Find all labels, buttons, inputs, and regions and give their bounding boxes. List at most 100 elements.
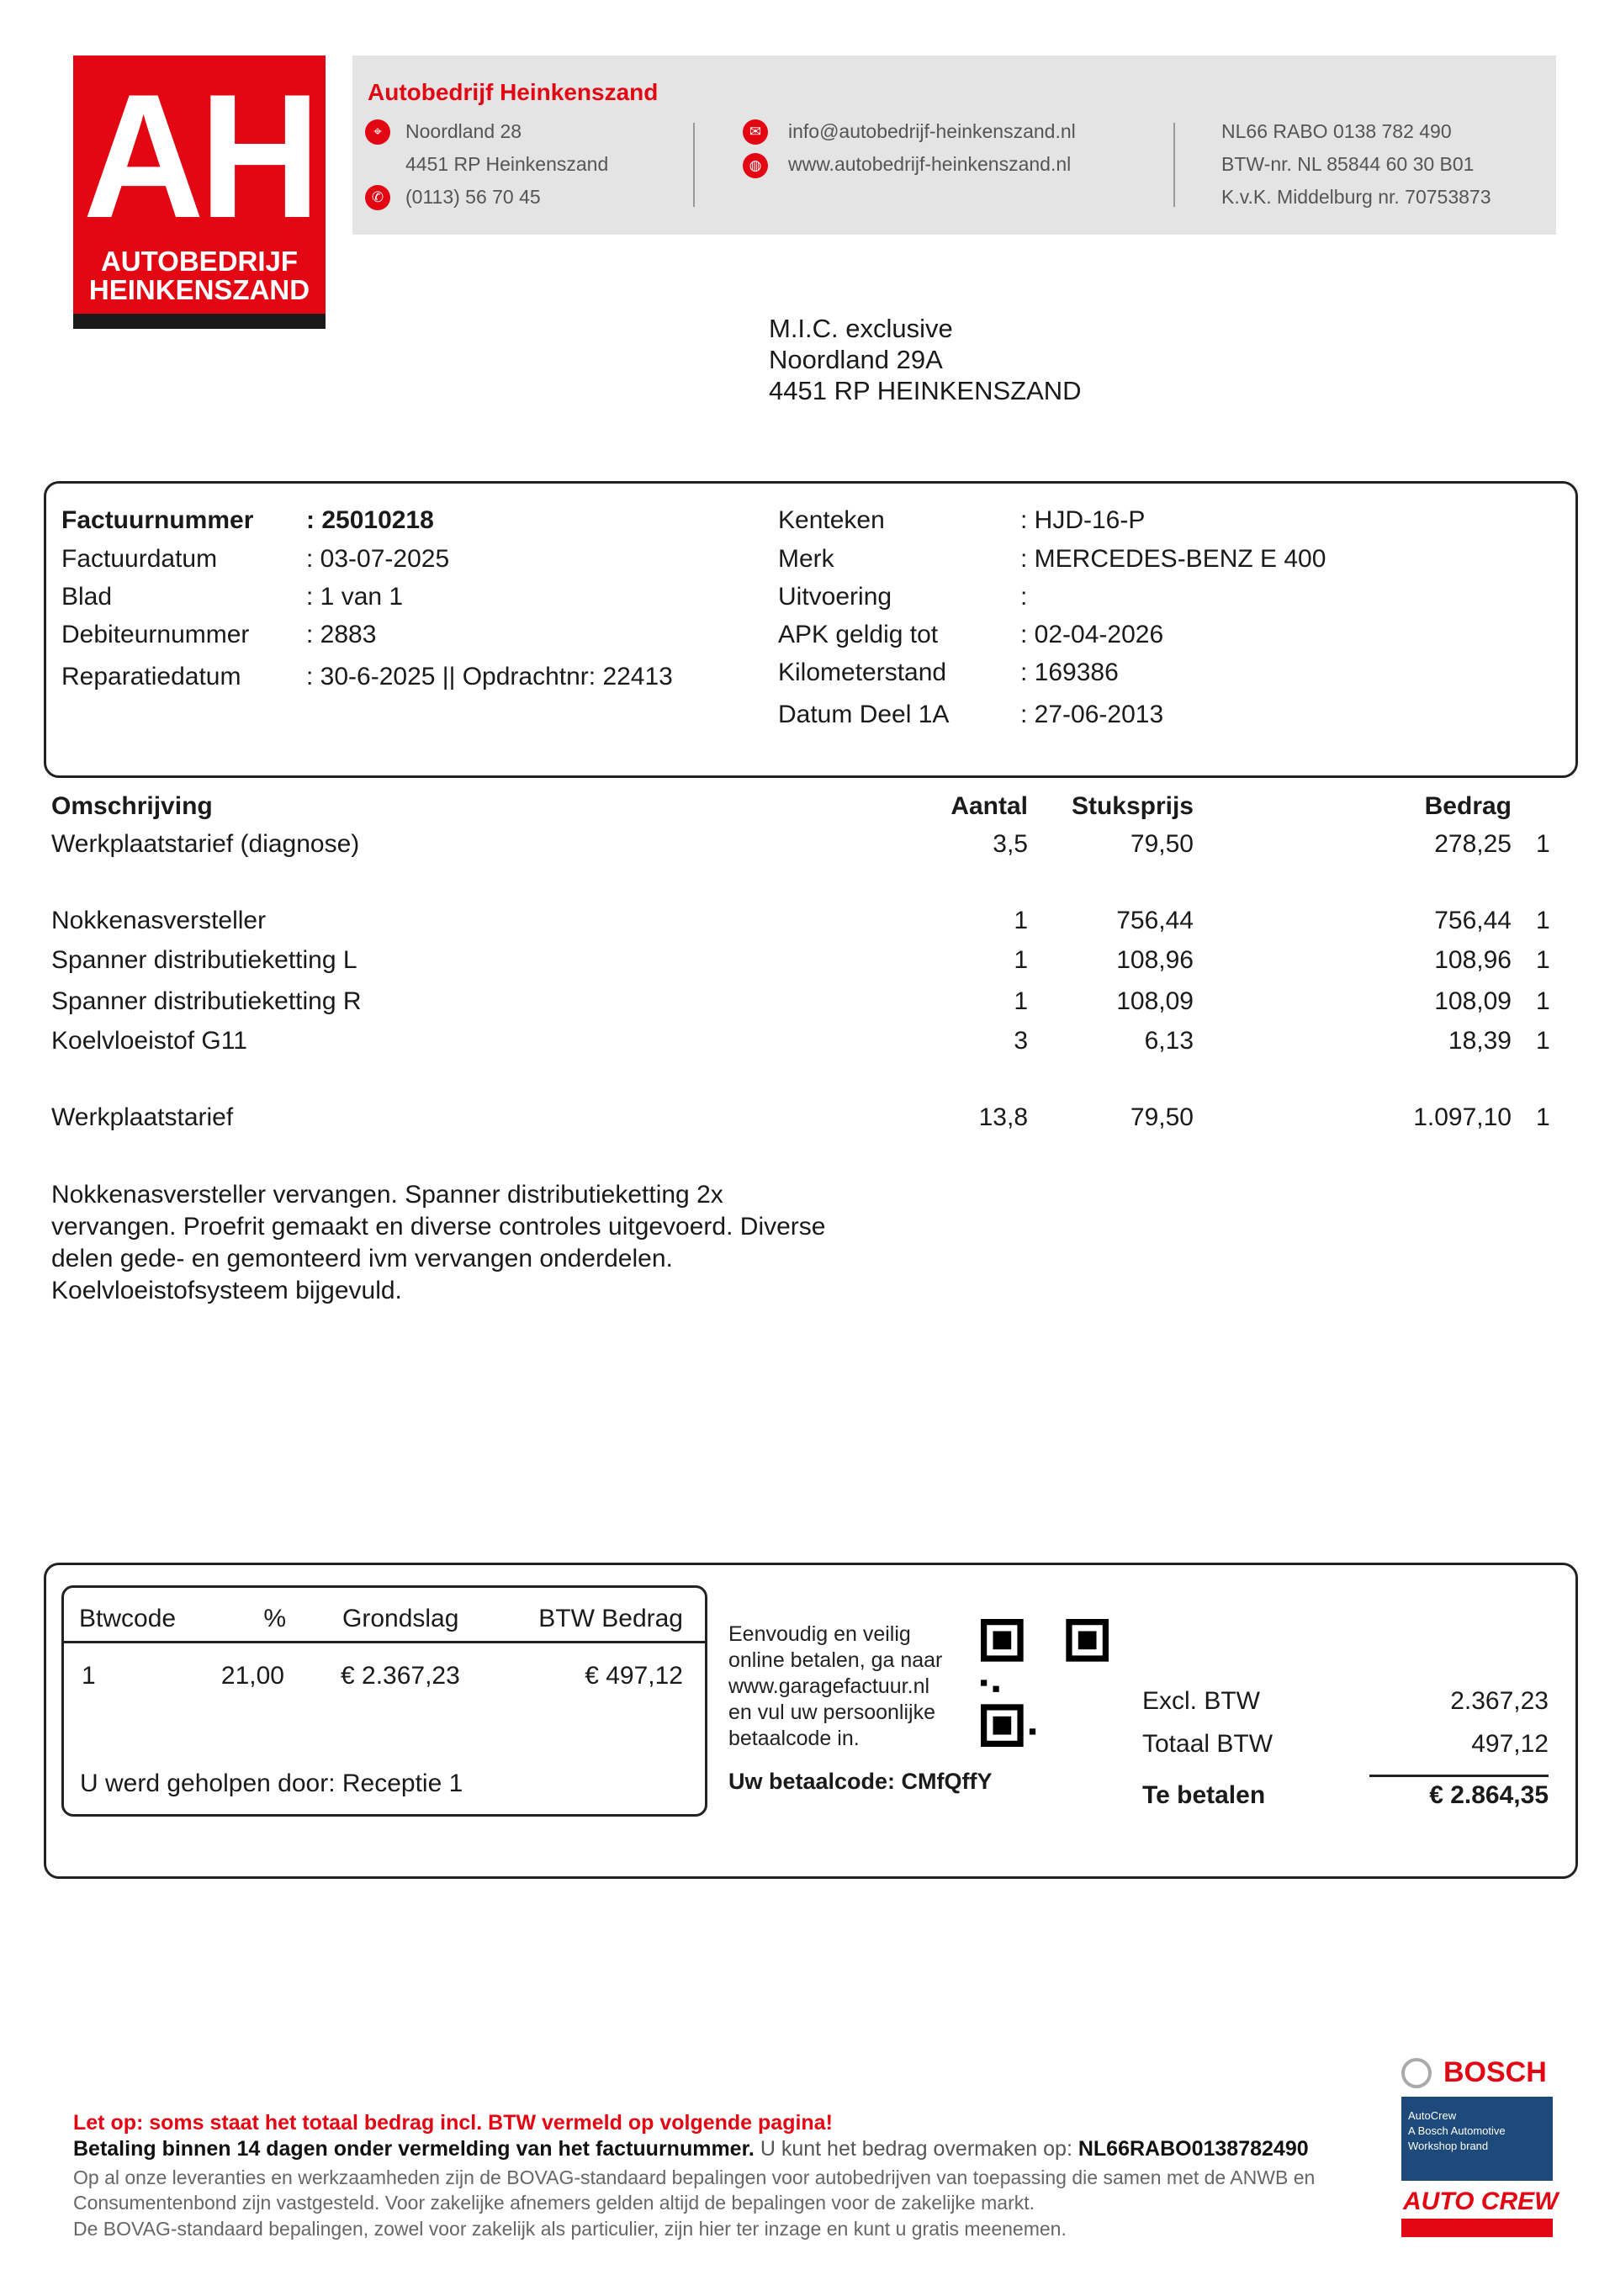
line-btw-code: 1 xyxy=(1536,987,1550,1015)
vehicle-value: : HJD-16-P xyxy=(1020,506,1146,534)
line-description: Spanner distributieketting R xyxy=(51,987,362,1015)
company-btw: BTW-nr. NL 85844 60 30 B01 xyxy=(1221,153,1475,175)
globe-icon: ◍ xyxy=(743,153,768,178)
company-email[interactable]: info@autobedrijf-heinkenszand.nl xyxy=(788,120,1076,142)
line-unit-price: 79,50 xyxy=(1130,1103,1194,1131)
logo-letters: AH xyxy=(82,57,320,255)
vehicle-label: Uitvoering xyxy=(778,583,892,611)
vehicle-label: Kilometerstand xyxy=(778,659,947,686)
autocrew-tagline: AutoCrew A Bosch Automotive Workshop brand xyxy=(1401,2097,1553,2181)
vehicle-label: Merk xyxy=(778,545,834,573)
excl-btw-label: Excl. BTW xyxy=(1142,1687,1260,1715)
btw-amount: € 497,12 xyxy=(585,1662,683,1690)
logo-line2: HEINKENSZAND xyxy=(88,274,310,305)
recipient-street: Noordland 29A xyxy=(769,345,943,374)
total-btw-value: 497,12 xyxy=(1471,1730,1549,1758)
info-value: : 03-07-2025 xyxy=(306,545,450,573)
btw-table xyxy=(61,1585,707,1817)
column-header-unit-price: Stuksprijs xyxy=(1071,792,1194,820)
footer-payment: Betaling binnen 14 dagen onder vermeldin… xyxy=(73,2137,1309,2161)
line-quantity: 3 xyxy=(1014,1027,1028,1055)
bosch-armature-icon xyxy=(1401,2058,1432,2088)
info-label: Factuurnummer xyxy=(61,506,254,534)
company-website[interactable]: www.autobedrijf-heinkenszand.nl xyxy=(788,153,1072,175)
footer-terms-2: Consumentenbond zijn vastgesteld. Voor z… xyxy=(73,2192,1035,2214)
info-value: : 30-6-2025 || Opdrachtnr: 22413 xyxy=(306,663,673,690)
summary-box xyxy=(44,1563,1578,1879)
info-value: : 1 van 1 xyxy=(306,583,404,611)
line-amount: 278,25 xyxy=(1434,830,1512,858)
btw-base: € 2.367,23 xyxy=(341,1662,460,1690)
column-header-amount: Bedrag xyxy=(1424,792,1512,820)
company-name: Autobedrijf Heinkenszand xyxy=(368,79,659,105)
work-note-line: Nokkenasversteller vervangen. Spanner di… xyxy=(51,1181,723,1209)
vehicle-value: : 27-06-2013 xyxy=(1020,701,1164,728)
footer-warning: Let op: soms staat het totaal bedrag inc… xyxy=(73,2111,833,2135)
to-pay-value: € 2.864,35 xyxy=(1429,1781,1549,1809)
info-label: Debiteurnummer xyxy=(61,621,250,648)
line-quantity: 3,5 xyxy=(993,830,1028,858)
line-description: Werkplaatstarief xyxy=(51,1103,234,1131)
column-header-quantity: Aantal xyxy=(950,792,1028,820)
line-amount: 108,09 xyxy=(1434,987,1512,1015)
to-pay-label: Te betalen xyxy=(1142,1781,1266,1809)
btw-header-base: Grondslag xyxy=(342,1605,459,1632)
vehicle-value: : 02-04-2026 xyxy=(1020,621,1164,648)
email-icon: ✉ xyxy=(743,119,768,145)
line-amount: 1.097,10 xyxy=(1413,1103,1512,1131)
bosch-logo: BOSCH xyxy=(1443,2056,1547,2088)
vehicle-value: : MERCEDES-BENZ E 400 xyxy=(1020,545,1326,573)
btw-header-amount: BTW Bedrag xyxy=(538,1605,683,1632)
line-amount: 108,96 xyxy=(1434,946,1512,974)
info-label: Blad xyxy=(61,583,113,611)
line-unit-price: 79,50 xyxy=(1130,830,1194,858)
btw-percent: 21,00 xyxy=(220,1662,284,1690)
btw-code: 1 xyxy=(82,1662,96,1690)
line-quantity: 1 xyxy=(1014,946,1028,974)
line-description: Werkplaatstarief (diagnose) xyxy=(51,830,360,858)
payment-instructions: Eenvoudig en veilig online betalen, ga na… xyxy=(728,1622,943,1750)
work-note-line: vervangen. Proefrit gemaakt en diverse c… xyxy=(51,1213,826,1241)
autocrew-logo: AUTO CREW xyxy=(1403,2188,1559,2215)
company-kvk: K.v.K. Middelburg nr. 70753873 xyxy=(1221,186,1491,208)
line-description: Koelvloeistof G11 xyxy=(51,1027,247,1055)
invoice-info-box xyxy=(44,481,1578,778)
company-logo: AH AUTOBEDRIJF HEINKENSZAND xyxy=(73,56,326,329)
vehicle-label: Kenteken xyxy=(778,506,885,534)
info-label: Reparatiedatum xyxy=(61,663,241,690)
vehicle-value: : xyxy=(1020,583,1028,611)
line-unit-price: 756,44 xyxy=(1116,907,1194,934)
line-btw-code: 1 xyxy=(1536,907,1550,934)
vehicle-label: APK geldig tot xyxy=(778,621,939,648)
work-note-line: delen gede- en gemonteerd ivm vervangen … xyxy=(51,1245,673,1272)
line-amount: 18,39 xyxy=(1448,1027,1512,1055)
line-btw-code: 1 xyxy=(1536,1027,1550,1055)
line-description: Nokkenasversteller xyxy=(51,907,267,934)
company-street: Noordland 28 xyxy=(405,120,522,142)
vehicle-value: : 169386 xyxy=(1020,659,1119,686)
company-city: 4451 RP Heinkenszand xyxy=(405,153,609,175)
footer-terms-3: De BOVAG-standaard bepalingen, zowel voo… xyxy=(73,2218,1067,2240)
line-description: Spanner distributieketting L xyxy=(51,946,357,974)
helped-by: U werd geholpen door: Receptie 1 xyxy=(80,1770,463,1797)
company-phone[interactable]: (0113) 56 70 45 xyxy=(405,186,541,208)
info-label: Factuurdatum xyxy=(61,545,218,573)
partner-logos: BOSCH AutoCrew A Bosch Automotive Workshop… xyxy=(1401,2055,1558,2240)
info-value: : 25010218 xyxy=(306,506,434,534)
line-quantity: 1 xyxy=(1014,987,1028,1015)
qr-code[interactable] xyxy=(981,1619,1109,1747)
line-unit-price: 6,13 xyxy=(1144,1027,1194,1055)
logo-line1: AUTOBEDRIJF xyxy=(100,246,299,277)
footer-terms-1: Op al onze leveranties en werkzaamheden … xyxy=(73,2166,1316,2188)
line-quantity: 13,8 xyxy=(978,1103,1028,1131)
location-pin-icon: ⌖ xyxy=(365,119,390,145)
line-btw-code: 1 xyxy=(1536,830,1550,858)
recipient-city: 4451 RP HEINKENSZAND xyxy=(769,376,1082,405)
vehicle-label: Datum Deel 1A xyxy=(778,701,950,728)
company-iban: NL66 RABO 0138 782 490 xyxy=(1221,120,1452,142)
line-quantity: 1 xyxy=(1014,907,1028,934)
line-btw-code: 1 xyxy=(1536,946,1550,974)
phone-icon: ✆ xyxy=(365,185,390,210)
line-amount: 756,44 xyxy=(1434,907,1512,934)
total-btw-label: Totaal BTW xyxy=(1142,1730,1273,1758)
